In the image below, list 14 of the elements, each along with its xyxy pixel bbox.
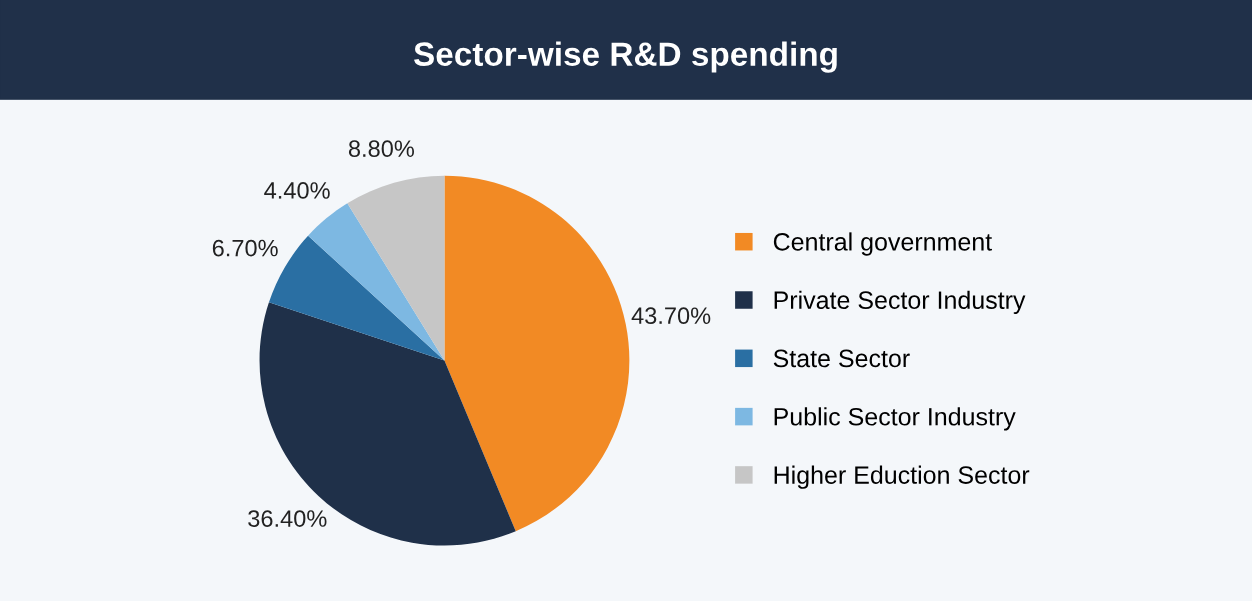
legend-label: Public Sector Industry	[774, 407, 1016, 431]
legend-label: Higher Eduction Sector	[774, 465, 1030, 489]
data-label: 43.70%	[631, 307, 711, 325]
data-label: 36.40%	[248, 510, 327, 527]
chart-title: Sector-wise R&D spending	[413, 41, 837, 73]
data-label: 6.70%	[212, 239, 278, 257]
data-label: 4.40%	[264, 182, 330, 199]
pie-slice	[347, 175, 445, 361]
legend-label: State Sector	[773, 349, 910, 368]
data-label: 8.80%	[348, 140, 414, 158]
legend-label: Private Sector Industry	[774, 290, 1026, 314]
pie-slice	[444, 175, 630, 532]
pie-slice	[308, 203, 445, 361]
legend-label: Central government	[773, 232, 992, 256]
